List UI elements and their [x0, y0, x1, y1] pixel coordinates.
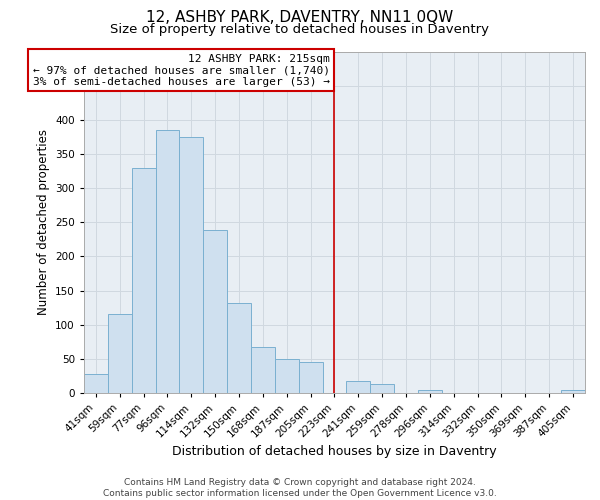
Bar	[155, 130, 179, 393]
Bar	[346, 381, 370, 393]
Bar	[131, 168, 155, 393]
X-axis label: Distribution of detached houses by size in Daventry: Distribution of detached houses by size …	[172, 444, 497, 458]
Text: 12, ASHBY PARK, DAVENTRY, NN11 0QW: 12, ASHBY PARK, DAVENTRY, NN11 0QW	[146, 10, 454, 25]
Y-axis label: Number of detached properties: Number of detached properties	[37, 130, 50, 316]
Text: 12 ASHBY PARK: 215sqm
← 97% of detached houses are smaller (1,740)
3% of semi-de: 12 ASHBY PARK: 215sqm ← 97% of detached …	[32, 54, 329, 86]
Bar	[203, 230, 227, 393]
Text: Size of property relative to detached houses in Daventry: Size of property relative to detached ho…	[110, 22, 490, 36]
Bar	[418, 390, 442, 393]
Bar	[370, 384, 394, 393]
Text: Contains HM Land Registry data © Crown copyright and database right 2024.
Contai: Contains HM Land Registry data © Crown c…	[103, 478, 497, 498]
Bar	[561, 390, 585, 393]
Bar	[179, 137, 203, 393]
Bar	[275, 359, 299, 393]
Bar	[251, 346, 275, 393]
Bar	[299, 362, 323, 393]
Bar	[108, 314, 131, 393]
Bar	[227, 303, 251, 393]
Bar	[84, 374, 108, 393]
